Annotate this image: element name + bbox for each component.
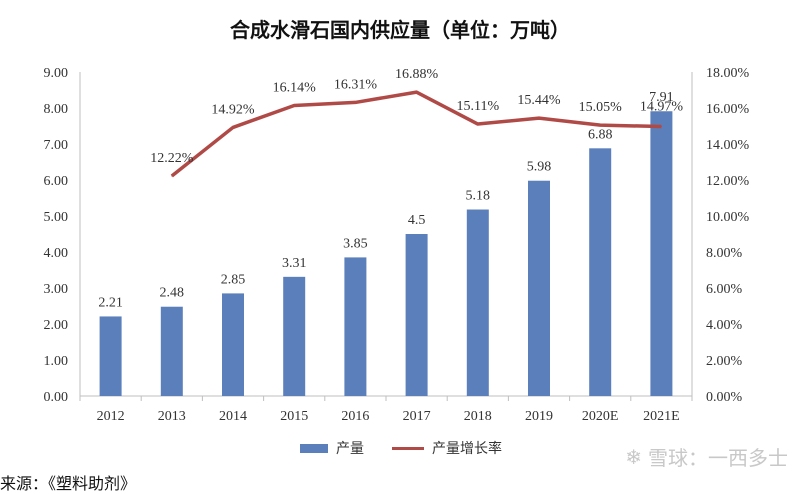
y-right-tick-label: 2.00% xyxy=(706,354,743,369)
growth-point xyxy=(599,124,601,126)
y-right-tick-label: 18.00% xyxy=(706,66,750,81)
y-left-tick-label: 1.00 xyxy=(44,354,69,369)
x-tick-label: 2015 xyxy=(280,409,308,424)
growth-data-label: 16.88% xyxy=(395,67,439,82)
chart-title: 合成水滑石国内供应量（单位：万吨） xyxy=(230,18,570,42)
x-tick-label: 2019 xyxy=(525,409,553,424)
x-tick-label: 2020E xyxy=(582,409,619,424)
growth-data-label: 14.92% xyxy=(211,102,255,117)
growth-data-label: 15.05% xyxy=(579,100,623,115)
growth-data-label: 16.14% xyxy=(273,80,317,95)
growth-point xyxy=(354,101,356,103)
bar-data-label: 2.85 xyxy=(221,272,246,287)
legend-label-growth: 产量增长率 xyxy=(432,441,502,457)
x-tick-label: 2016 xyxy=(341,409,369,424)
y-left-tick-label: 3.00 xyxy=(44,282,69,297)
bar xyxy=(466,209,489,396)
y-right-tick-label: 12.00% xyxy=(706,174,750,189)
chart-svg: 0.00 1.00 2.00 3.00 4.00 5.00 6.00 7.00 8.00 9.00… xyxy=(44,66,750,424)
y-right-tick-label: 16.00% xyxy=(706,102,750,117)
legend: 产量 产量增长率 xyxy=(300,438,502,458)
x-tick-label: 2014 xyxy=(219,409,247,424)
x-tick-label: 2013 xyxy=(158,409,186,424)
bar-data-label: 4.5 xyxy=(408,213,426,228)
growth-data-label: 12.22% xyxy=(150,151,194,166)
bar-data-label: 3.31 xyxy=(282,256,307,271)
bar-data-label: 5.18 xyxy=(466,189,491,204)
bar xyxy=(344,257,367,396)
bar xyxy=(160,306,183,396)
bar-data-label: 6.88 xyxy=(588,127,613,142)
y-left-tick-label: 4.00 xyxy=(44,246,69,261)
growth-point xyxy=(538,117,540,119)
y-left-tick-label: 0.00 xyxy=(44,390,69,405)
growth-data-label: 15.44% xyxy=(517,93,561,108)
bar-data-label: 2.48 xyxy=(160,286,185,301)
growth-data-label: 14.97% xyxy=(640,100,684,115)
legend-item-production: 产量 xyxy=(300,438,364,458)
bar xyxy=(222,293,244,396)
y-left-tick-label: 2.00 xyxy=(44,318,69,333)
growth-data-label: 16.31% xyxy=(334,77,378,92)
y-left-tick-label: 5.00 xyxy=(44,210,69,225)
growth-point xyxy=(293,104,295,106)
bar xyxy=(283,276,306,396)
y-right-tick-label: 6.00% xyxy=(706,282,743,297)
y-right-tick-label: 0.00% xyxy=(706,390,743,405)
growth-point xyxy=(171,175,173,177)
growth-data-label: 15.11% xyxy=(456,99,499,114)
legend-item-growth: 产量增长率 xyxy=(392,438,502,458)
bar xyxy=(528,180,550,396)
x-tick-label: 2021E xyxy=(643,409,680,424)
growth-point xyxy=(416,91,418,93)
bar-data-label: 7.91 xyxy=(649,90,674,105)
bar xyxy=(405,234,428,396)
bar xyxy=(589,148,612,396)
y-right-tick-label: 10.00% xyxy=(706,210,750,225)
growth-point xyxy=(660,126,662,128)
y-left-tick-label: 9.00 xyxy=(44,66,69,81)
bar-data-label: 2.21 xyxy=(98,295,123,310)
x-tick-label: 2017 xyxy=(403,409,431,424)
bar xyxy=(650,111,673,397)
watermark-text: 雪球：一西多士 xyxy=(648,446,788,470)
y-right-tick-label: 4.00% xyxy=(706,318,743,333)
legend-swatch-bar xyxy=(300,443,328,453)
bar xyxy=(99,316,122,396)
y-right-tick-label: 14.00% xyxy=(706,138,750,153)
legend-swatch-line xyxy=(392,446,424,450)
x-tick-label: 2018 xyxy=(464,409,492,424)
bar-data-label: 3.85 xyxy=(343,236,368,251)
source-note: 来源：《塑料助剂》 xyxy=(0,474,137,493)
growth-point xyxy=(477,123,479,125)
y-left-tick-label: 6.00 xyxy=(44,174,69,189)
y-left-tick-label: 8.00 xyxy=(44,102,69,117)
bar-data-label: 5.98 xyxy=(527,160,552,175)
y-right-tick-label: 8.00% xyxy=(706,246,743,261)
snowball-icon: ❄ xyxy=(625,444,642,469)
watermark: ❄ 雪球：一西多士 xyxy=(625,442,788,471)
y-left-tick-label: 7.00 xyxy=(44,138,69,153)
x-tick-label: 2012 xyxy=(97,409,125,424)
legend-label-production: 产量 xyxy=(336,441,364,457)
growth-point xyxy=(232,126,234,128)
